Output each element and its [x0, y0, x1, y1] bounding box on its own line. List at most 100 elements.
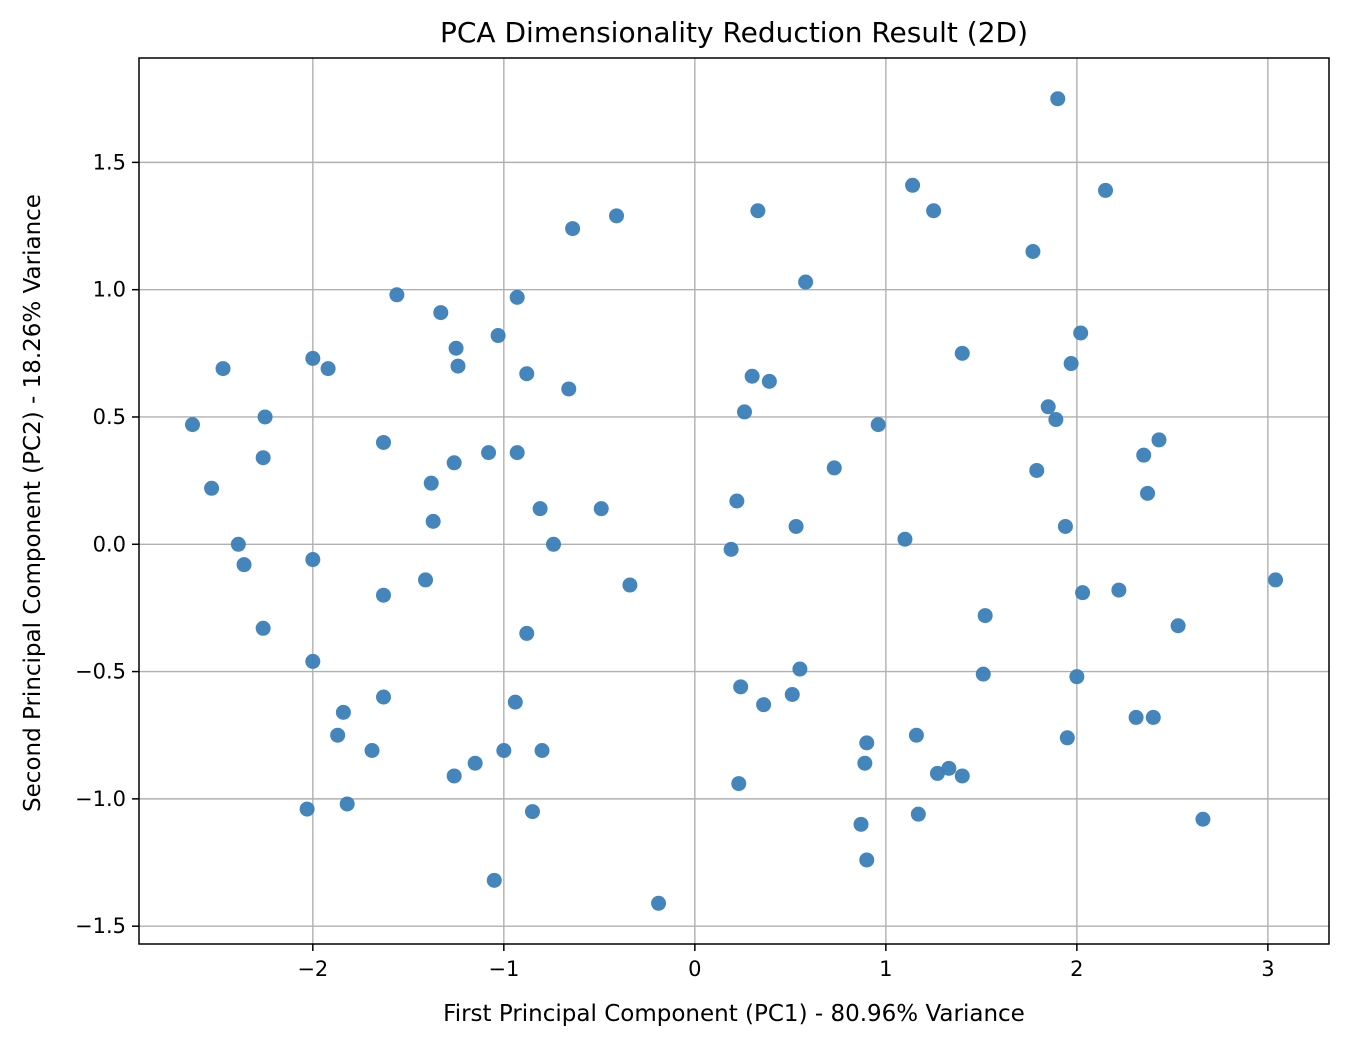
scatter-point: [299, 801, 315, 817]
scatter-point: [733, 679, 749, 695]
scatter-point: [897, 531, 913, 547]
scatter-point: [481, 445, 497, 461]
x-tick-label: 2: [1070, 957, 1083, 981]
y-axis-label: Second Principal Component (PC2) - 18.26…: [20, 194, 46, 812]
scatter-point: [1098, 182, 1114, 198]
scatter-point: [467, 755, 483, 771]
scatter-point: [1063, 356, 1079, 372]
scatter-point: [798, 274, 814, 290]
scatter-point: [651, 895, 667, 911]
scatter-point: [230, 536, 246, 552]
scatter-point: [496, 743, 512, 759]
scatter-point: [1040, 399, 1056, 415]
scatter-point: [425, 513, 441, 529]
scatter-point: [184, 417, 200, 433]
scatter-point: [737, 404, 753, 420]
scatter-point: [905, 177, 921, 193]
scatter-point: [1057, 518, 1073, 534]
scatter-point: [509, 289, 525, 305]
scatter-point: [1151, 432, 1167, 448]
scatter-point: [509, 445, 525, 461]
y-tick-label: −0.5: [75, 660, 126, 684]
scatter-point: [486, 872, 502, 888]
scatter-point: [507, 694, 523, 710]
scatter-point: [1073, 325, 1089, 341]
scatter-point: [565, 221, 581, 237]
scatter-point: [320, 361, 336, 377]
scatter-point: [744, 368, 760, 384]
x-tick-label: −1: [488, 957, 519, 981]
y-tick-label: 0.5: [93, 405, 126, 429]
scatter-point: [1268, 572, 1284, 588]
scatter-point: [1128, 709, 1144, 725]
scatter-point: [524, 804, 540, 820]
y-tick-label: 1.5: [93, 150, 126, 174]
scatter-point: [1075, 585, 1091, 601]
scatter-point: [534, 743, 550, 759]
scatter-point: [305, 653, 321, 669]
scatter-point: [826, 460, 842, 476]
scatter-point: [1140, 485, 1156, 501]
scatter-point: [545, 536, 561, 552]
scatter-point: [532, 501, 548, 517]
scatter-point: [788, 518, 804, 534]
scatter-point: [1059, 730, 1075, 746]
scatter-point: [723, 541, 739, 557]
scatter-point: [446, 768, 462, 784]
scatter-point: [859, 852, 875, 868]
scatter-point: [975, 666, 991, 682]
grid-lines: [139, 58, 1329, 944]
scatter-point: [908, 727, 924, 743]
scatter-point: [389, 287, 405, 303]
scatter-point: [255, 450, 271, 466]
scatter-point: [1111, 582, 1127, 598]
scatter-point: [954, 768, 970, 784]
scatter-point: [561, 381, 577, 397]
scatter-point: [330, 727, 346, 743]
scatter-point: [215, 361, 231, 377]
scatter-point: [490, 328, 506, 344]
y-tick-label: 1.0: [93, 278, 126, 302]
scatter-point: [204, 480, 220, 496]
scatter-point: [870, 417, 886, 433]
scatter-point: [1050, 91, 1066, 107]
scatter-point: [1136, 447, 1152, 463]
scatter-point: [1048, 412, 1064, 428]
x-tick-label: −2: [297, 957, 328, 981]
scatter-point: [1069, 669, 1085, 685]
scatter-point: [446, 455, 462, 471]
scatter-point: [375, 434, 391, 450]
scatter-point: [364, 743, 380, 759]
scatter-point: [954, 345, 970, 361]
chart-title: PCA Dimensionality Reduction Result (2D): [440, 16, 1028, 49]
scatter-point: [418, 572, 434, 588]
scatter-point: [756, 697, 772, 713]
scatter-point: [305, 552, 321, 568]
scatter-point: [1025, 243, 1041, 259]
scatter-point: [519, 625, 535, 641]
scatter-point: [236, 557, 252, 573]
scatter-point: [448, 340, 464, 356]
scatter-point: [609, 208, 625, 224]
x-tick-label: 1: [879, 957, 892, 981]
scatter-point: [977, 608, 993, 624]
scatter-point: [1195, 811, 1211, 827]
scatter-point: [792, 661, 808, 677]
scatter-point: [729, 493, 745, 509]
scatter-point: [784, 686, 800, 702]
scatter-point: [450, 358, 466, 374]
scatter-point: [941, 760, 957, 776]
scatter-point: [375, 587, 391, 603]
scatter-point: [853, 816, 869, 832]
x-tick-label: 0: [688, 957, 701, 981]
scatter-point: [1170, 618, 1186, 634]
scatter-point: [375, 689, 391, 705]
scatter-point: [257, 409, 273, 425]
scatter-point: [339, 796, 355, 812]
scatter-point: [519, 366, 535, 382]
scatter-point: [910, 806, 926, 822]
y-tick-label: −1.5: [75, 914, 126, 938]
axis-ticks: −2 −1 0 1 2 3 −1.5 −1.0 −0.5 0.0 0.5 1.0 1.5: [75, 150, 1275, 981]
scatter-point: [1145, 709, 1161, 725]
